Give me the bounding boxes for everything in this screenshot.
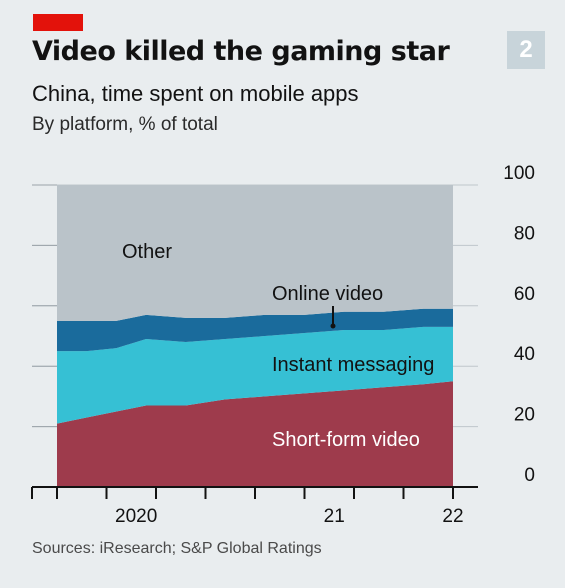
source-note: Sources: iResearch; S&P Global Ratings	[32, 540, 322, 557]
y-tick-label-100: 100	[503, 163, 535, 184]
chart-subtitle: China, time spent on mobile apps	[32, 81, 359, 106]
area-other	[57, 185, 453, 321]
area-instant-messaging	[57, 326, 453, 424]
x-tick-label-21: 21	[324, 506, 345, 527]
area-online-video	[57, 308, 453, 352]
area-label-short-form-video: Short-form video	[272, 429, 420, 451]
area-label-other: Other	[122, 241, 172, 263]
y-tick-label-40: 40	[514, 344, 535, 365]
area-short-form-video	[57, 381, 453, 487]
area-label-instant-messaging: Instant messaging	[272, 354, 434, 376]
x-tick-label-2020: 2020	[115, 506, 157, 527]
online-video-pointer-dot	[330, 323, 336, 329]
y-tick-label-0: 0	[524, 465, 535, 486]
y-tick-label-80: 80	[514, 223, 535, 244]
chart-number-badge: 2	[507, 31, 545, 69]
chart-title: Video killed the gaming star	[32, 36, 450, 67]
y-tick-label-60: 60	[514, 284, 535, 305]
area-label-online-video: Online video	[272, 283, 383, 305]
brand-tag	[33, 14, 83, 31]
x-tick-label-22: 22	[442, 506, 463, 527]
y-tick-label-20: 20	[514, 405, 535, 426]
chart-unit-line: By platform, % of total	[32, 114, 218, 135]
